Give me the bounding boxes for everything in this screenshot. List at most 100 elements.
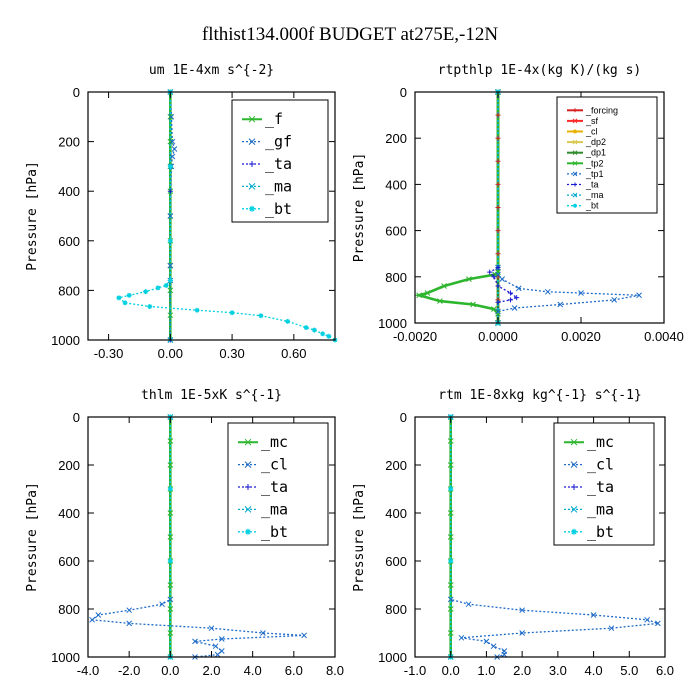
data-point: [169, 153, 176, 160]
y-tick-label: 0: [73, 410, 80, 425]
legend-marker: [570, 506, 578, 513]
data-point: [167, 596, 174, 603]
x-tick-label: 5.0: [620, 663, 638, 678]
data-point: [495, 299, 501, 305]
data-point: [490, 306, 497, 312]
legend-marker: [248, 183, 256, 190]
legend-marker: [572, 139, 578, 145]
y-tick-label: 400: [58, 184, 80, 199]
legend-marker: [573, 129, 577, 134]
y-tick-label: 400: [58, 506, 80, 521]
legend-marker: [572, 118, 578, 124]
data-point: [447, 630, 454, 636]
x-tick-label: -4.0: [77, 663, 99, 678]
legend-label: _ma: [587, 500, 614, 518]
data-point: [470, 301, 476, 308]
data-point: [208, 625, 215, 632]
data-point: [483, 638, 490, 645]
data-point: [424, 290, 431, 296]
figure-title: flthist134.000f BUDGET at275E,-12N: [202, 24, 499, 45]
y-tick-label: 0: [73, 85, 80, 100]
data-point: [167, 188, 173, 194]
y-tick-label: 600: [58, 554, 80, 569]
data-point: [636, 292, 642, 299]
data-point: [155, 285, 161, 291]
legend-marker: [573, 182, 577, 187]
data-point: [448, 486, 454, 492]
legend-label: _bt: [265, 200, 292, 218]
data-point: [167, 582, 174, 588]
data-point: [326, 333, 332, 339]
legend-label: _dp2: [585, 137, 606, 147]
y-axis-label: Pressure [hPa]: [25, 161, 40, 271]
data-point: [192, 638, 198, 645]
panel-title: thlm 1E-5xK s^{-1}: [141, 388, 282, 403]
panel-title: rtpthlp 1E-4x(kg K)/(kg s): [438, 63, 642, 78]
data-point: [495, 283, 501, 289]
legend-label: _ta: [587, 478, 614, 496]
data-point: [303, 325, 309, 331]
data-point: [447, 510, 454, 516]
x-tick-label: 2.0: [202, 663, 220, 678]
data-point: [487, 269, 493, 275]
series-line-ta: [488, 92, 519, 323]
data-point: [194, 307, 200, 313]
data-point: [167, 438, 174, 444]
data-point: [447, 596, 454, 603]
legend-label: _ma: [585, 190, 604, 200]
legend-marker: [244, 461, 252, 468]
data-point: [608, 625, 615, 632]
data-point: [95, 612, 102, 618]
data-point: [167, 213, 174, 219]
legend-marker: [572, 192, 578, 198]
legend-label: _cl: [587, 456, 614, 474]
y-tick-label: 1000: [51, 650, 80, 665]
data-point: [167, 486, 173, 492]
panels: um 1E-4xm s^{-2} Pressure [hPa] 0 200 400 600…: [25, 63, 684, 678]
x-tick-label: 0.0000: [478, 329, 518, 344]
data-point: [466, 276, 472, 282]
data-point: [495, 228, 501, 234]
data-point: [89, 616, 95, 623]
data-point: [495, 251, 501, 257]
legend-label: _bt: [587, 523, 614, 541]
legend: _mc _cl _ta _ma _bt: [553, 422, 655, 546]
data-point: [495, 265, 501, 271]
data-point: [285, 318, 291, 324]
y-tick-label: 0: [400, 410, 407, 425]
data-point: [495, 205, 501, 210]
x-tick-label: 3.0: [549, 663, 567, 678]
panel-3: thlm 1E-5xK s^{-1} Pressure [hPa] 0 200 400 6…: [25, 388, 344, 678]
legend-label: _bt: [585, 201, 599, 211]
data-point: [143, 289, 149, 295]
y-tick-label: 1000: [378, 650, 407, 665]
data-point: [147, 304, 153, 310]
y-tick-label: 600: [385, 554, 407, 569]
legend-marker: [572, 171, 578, 177]
data-point: [490, 643, 497, 650]
data-point: [122, 300, 128, 306]
data-point: [159, 601, 165, 608]
x-tick-label: 6.0: [285, 663, 303, 678]
data-point: [465, 601, 472, 608]
legend-marker: [245, 528, 251, 535]
x-tick-label: 8.0: [326, 663, 344, 678]
data-point: [167, 113, 174, 120]
data-point: [167, 262, 174, 269]
plot-frame: [87, 91, 336, 341]
legend-label: _sf: [585, 116, 599, 126]
y-tick-label: 1000: [51, 333, 80, 348]
legend-label: _bt: [261, 523, 288, 541]
data-point: [447, 462, 454, 468]
data-point: [167, 558, 173, 564]
data-point: [519, 607, 525, 614]
data-point: [229, 310, 235, 316]
x-tick-label: 1.0: [477, 663, 495, 678]
data-point: [515, 285, 522, 292]
data-point: [167, 312, 174, 319]
x-tick-label: 0.00: [158, 346, 183, 361]
data-point: [611, 297, 618, 303]
data-point: [258, 313, 264, 319]
y-axis-label: Pressure [hPa]: [352, 482, 367, 592]
